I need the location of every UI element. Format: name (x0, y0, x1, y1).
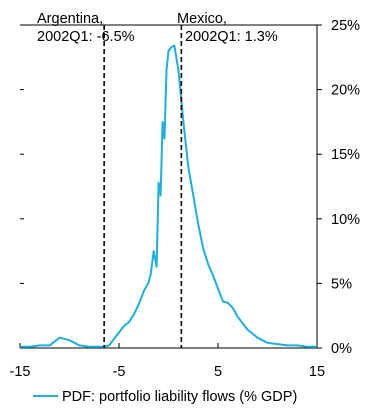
x-tick-label: 5 (214, 364, 222, 380)
annotation-label-line1: Mexico, (177, 11, 227, 27)
annotation-label-line2: 2002Q1: -6.5% (37, 29, 135, 45)
pdf-series-line (20, 44, 317, 348)
y-tick-label: 5% (331, 276, 352, 292)
y-tick-label: 25% (331, 18, 360, 34)
legend-label: PDF: portfolio liability flows (% GDP) (62, 389, 297, 405)
y-tick-label: 15% (331, 147, 360, 163)
x-tick-label: -5 (113, 364, 126, 380)
y-ticks: 0% 5% 10% 15% 20% 25% (20, 18, 360, 357)
plot-frame (20, 24, 318, 349)
y-tick-label: 0% (331, 341, 352, 357)
x-tick-label: 15 (309, 364, 325, 380)
annotations: Argentina, 2002Q1: -6.5% Mexico, 2002Q1: 1.… (37, 11, 278, 348)
x-ticks: -15 -5 5 15 (10, 343, 325, 380)
y-tick-label: 20% (331, 83, 360, 99)
series-group (20, 44, 317, 348)
annotation-label-line1: Argentina, (37, 11, 103, 27)
legend: PDF: portfolio liability flows (% GDP) (33, 389, 297, 405)
x-tick-label: -15 (10, 364, 31, 380)
annotation-label-line2: 2002Q1: 1.3% (185, 29, 278, 45)
y-tick-label: 10% (331, 212, 360, 228)
